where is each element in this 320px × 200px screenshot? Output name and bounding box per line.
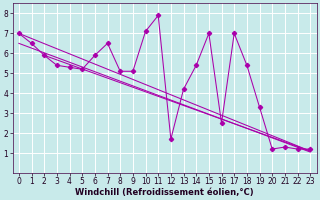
X-axis label: Windchill (Refroidissement éolien,°C): Windchill (Refroidissement éolien,°C) xyxy=(75,188,254,197)
